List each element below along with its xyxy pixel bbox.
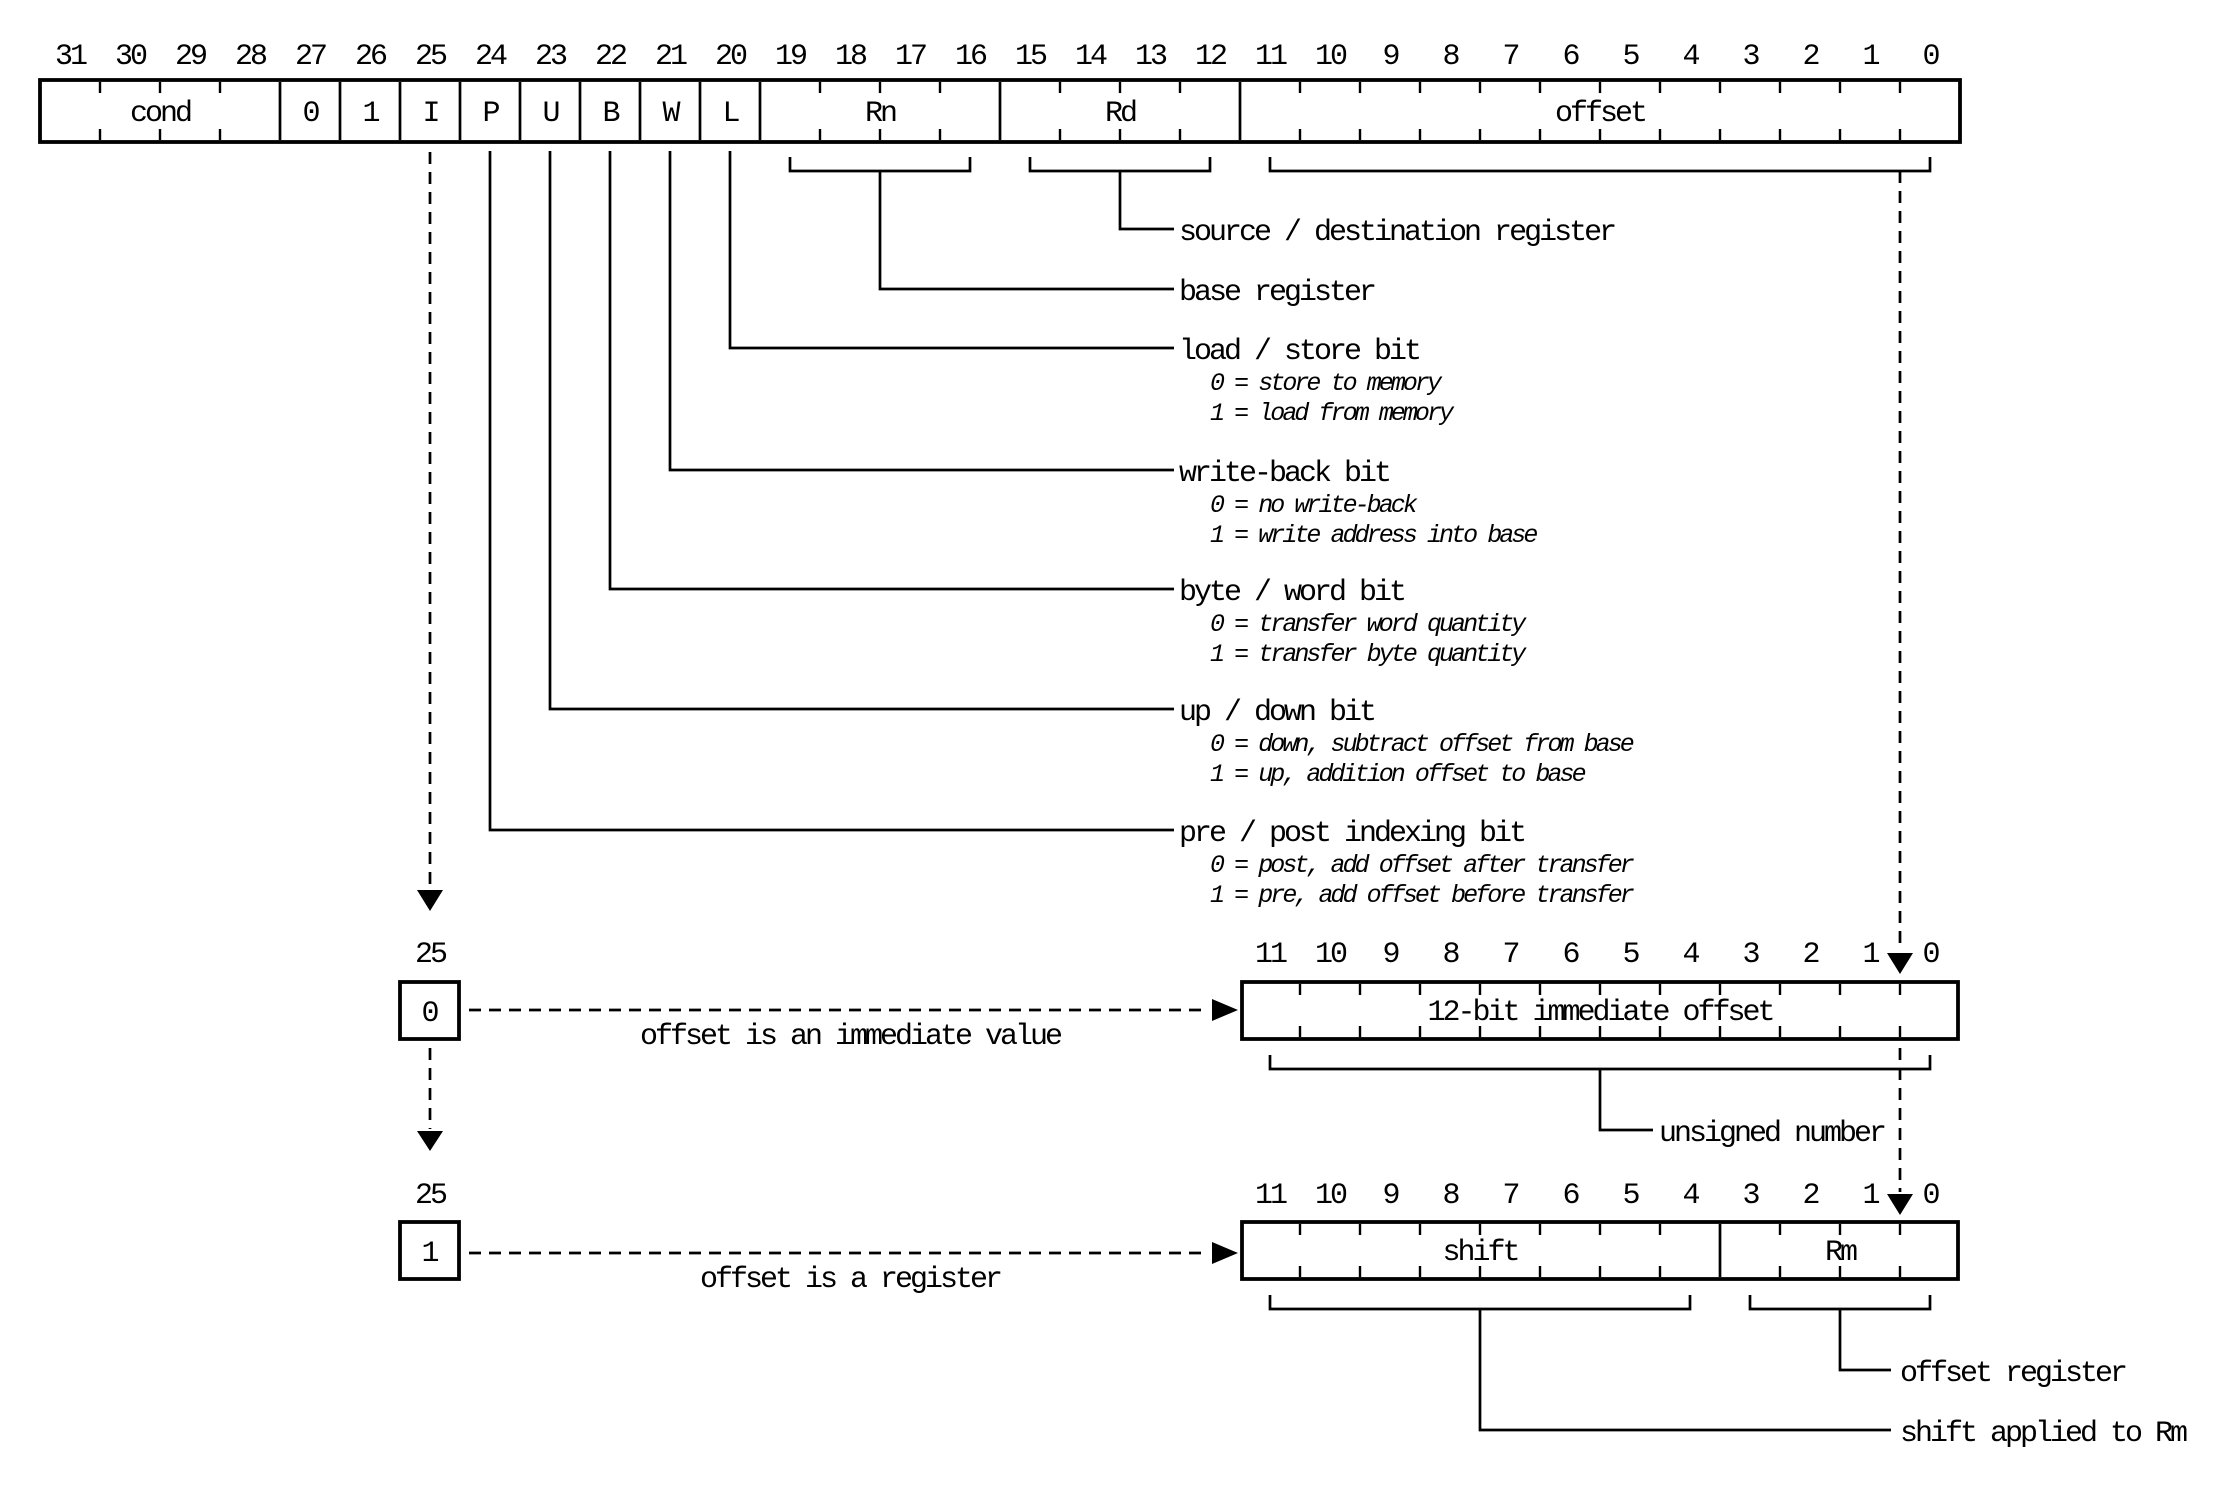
svg-text:25: 25 [415, 40, 447, 74]
svg-text:9: 9 [1382, 938, 1398, 972]
svg-text:0: 0 [1922, 40, 1939, 74]
svg-text:1: 1 [421, 1237, 438, 1271]
svg-text:10: 10 [1315, 938, 1347, 972]
svg-text:U: U [542, 97, 558, 131]
svg-text:byte / word bit: byte / word bit [1179, 576, 1404, 610]
svg-text:7: 7 [1502, 938, 1518, 972]
svg-text:7: 7 [1502, 40, 1518, 74]
svg-text:pre / post indexing bit: pre / post indexing bit [1179, 817, 1524, 851]
svg-text:10: 10 [1315, 40, 1347, 74]
svg-text:4: 4 [1682, 40, 1699, 74]
svg-text:3: 3 [1742, 938, 1759, 972]
svg-text:12: 12 [1195, 40, 1226, 74]
svg-text:I: I [422, 97, 438, 131]
svg-text:9: 9 [1382, 40, 1398, 74]
svg-text:load / store bit: load / store bit [1179, 335, 1419, 369]
svg-text:2: 2 [1802, 40, 1818, 74]
svg-text:6: 6 [1562, 938, 1579, 972]
svg-text:20: 20 [715, 40, 747, 74]
svg-text:Rn: Rn [865, 97, 896, 131]
svg-text:11: 11 [1255, 1179, 1287, 1213]
svg-text:5: 5 [1622, 40, 1639, 74]
svg-text:30: 30 [115, 40, 147, 74]
svg-text:26: 26 [355, 40, 387, 74]
svg-text:0: 0 [302, 97, 319, 131]
svg-text:B: B [602, 97, 619, 131]
svg-text:21: 21 [655, 40, 687, 74]
svg-text:9: 9 [1382, 1179, 1398, 1213]
svg-text:0 = down, subtract offset from: 0 = down, subtract offset from base [1210, 730, 1634, 759]
svg-text:shift: shift [1442, 1236, 1517, 1270]
svg-text:27: 27 [295, 40, 326, 74]
svg-text:8: 8 [1442, 40, 1459, 74]
svg-text:0 = store to memory: 0 = store to memory [1210, 369, 1443, 398]
svg-text:2: 2 [1802, 1179, 1818, 1213]
svg-text:0 = no write-back: 0 = no write-back [1210, 491, 1418, 520]
svg-text:11: 11 [1255, 938, 1287, 972]
svg-text:16: 16 [955, 40, 987, 74]
svg-text:P: P [482, 97, 499, 131]
svg-text:24: 24 [475, 40, 507, 74]
svg-text:write-back bit: write-back bit [1179, 457, 1389, 491]
svg-text:7: 7 [1502, 1179, 1518, 1213]
svg-text:29: 29 [175, 40, 206, 74]
svg-text:12-bit immediate offset: 12-bit immediate offset [1427, 996, 1772, 1030]
svg-text:1 = write address into base: 1 = write address into base [1210, 521, 1537, 550]
svg-text:11: 11 [1255, 40, 1287, 74]
svg-text:6: 6 [1562, 1179, 1579, 1213]
svg-text:2: 2 [1802, 938, 1818, 972]
svg-text:shift applied to Rm: shift applied to Rm [1900, 1417, 2187, 1451]
svg-text:up / down bit: up / down bit [1179, 696, 1374, 730]
svg-text:0: 0 [421, 997, 438, 1031]
svg-text:offset: offset [1555, 97, 1645, 131]
svg-text:3: 3 [1742, 40, 1759, 74]
svg-text:8: 8 [1442, 1179, 1459, 1213]
svg-text:3: 3 [1742, 1179, 1759, 1213]
svg-text:10: 10 [1315, 1179, 1347, 1213]
svg-text:18: 18 [835, 40, 867, 74]
svg-text:1 = pre, add offset before tra: 1 = pre, add offset before transfer [1210, 881, 1635, 910]
svg-text:0 = post, add offset after tra: 0 = post, add offset after transfer [1210, 851, 1635, 880]
svg-text:source / destination register: source / destination register [1179, 216, 1615, 250]
svg-text:31: 31 [55, 40, 87, 74]
svg-text:base register: base register [1179, 276, 1375, 310]
svg-text:25: 25 [415, 1179, 447, 1213]
svg-text:6: 6 [1562, 40, 1579, 74]
svg-text:L: L [722, 97, 739, 131]
svg-text:Rm: Rm [1825, 1236, 1857, 1270]
svg-text:1 = load from memory: 1 = load from memory [1210, 399, 1455, 428]
svg-text:offset is an immediate value: offset is an immediate value [640, 1020, 1062, 1054]
svg-text:1 = transfer byte quantity: 1 = transfer byte quantity [1210, 640, 1527, 669]
svg-text:28: 28 [235, 40, 267, 74]
svg-text:22: 22 [595, 40, 626, 74]
svg-text:0: 0 [1922, 1179, 1939, 1213]
svg-text:4: 4 [1682, 1179, 1699, 1213]
svg-text:1: 1 [1862, 938, 1879, 972]
svg-text:offset register: offset register [1900, 1357, 2126, 1391]
svg-text:25: 25 [415, 938, 447, 972]
svg-text:8: 8 [1442, 938, 1459, 972]
svg-text:5: 5 [1622, 938, 1639, 972]
svg-text:15: 15 [1015, 40, 1047, 74]
svg-text:4: 4 [1682, 938, 1699, 972]
svg-text:1: 1 [1862, 40, 1879, 74]
svg-text:1: 1 [1862, 1179, 1879, 1213]
svg-text:cond: cond [130, 97, 191, 131]
svg-text:19: 19 [775, 40, 806, 74]
svg-text:unsigned number: unsigned number [1659, 1117, 1885, 1151]
svg-text:0: 0 [1922, 938, 1939, 972]
svg-text:23: 23 [535, 40, 567, 74]
svg-text:5: 5 [1622, 1179, 1639, 1213]
svg-text:17: 17 [895, 40, 926, 74]
svg-text:Rd: Rd [1105, 97, 1136, 131]
svg-text:offset is a register: offset is a register [700, 1263, 1001, 1297]
svg-text:13: 13 [1135, 40, 1167, 74]
svg-text:0 = transfer word quantity: 0 = transfer word quantity [1210, 610, 1527, 639]
svg-text:14: 14 [1075, 40, 1107, 74]
svg-text:1: 1 [362, 97, 379, 131]
svg-text:1 = up, addition offset to bas: 1 = up, addition offset to base [1210, 760, 1586, 789]
